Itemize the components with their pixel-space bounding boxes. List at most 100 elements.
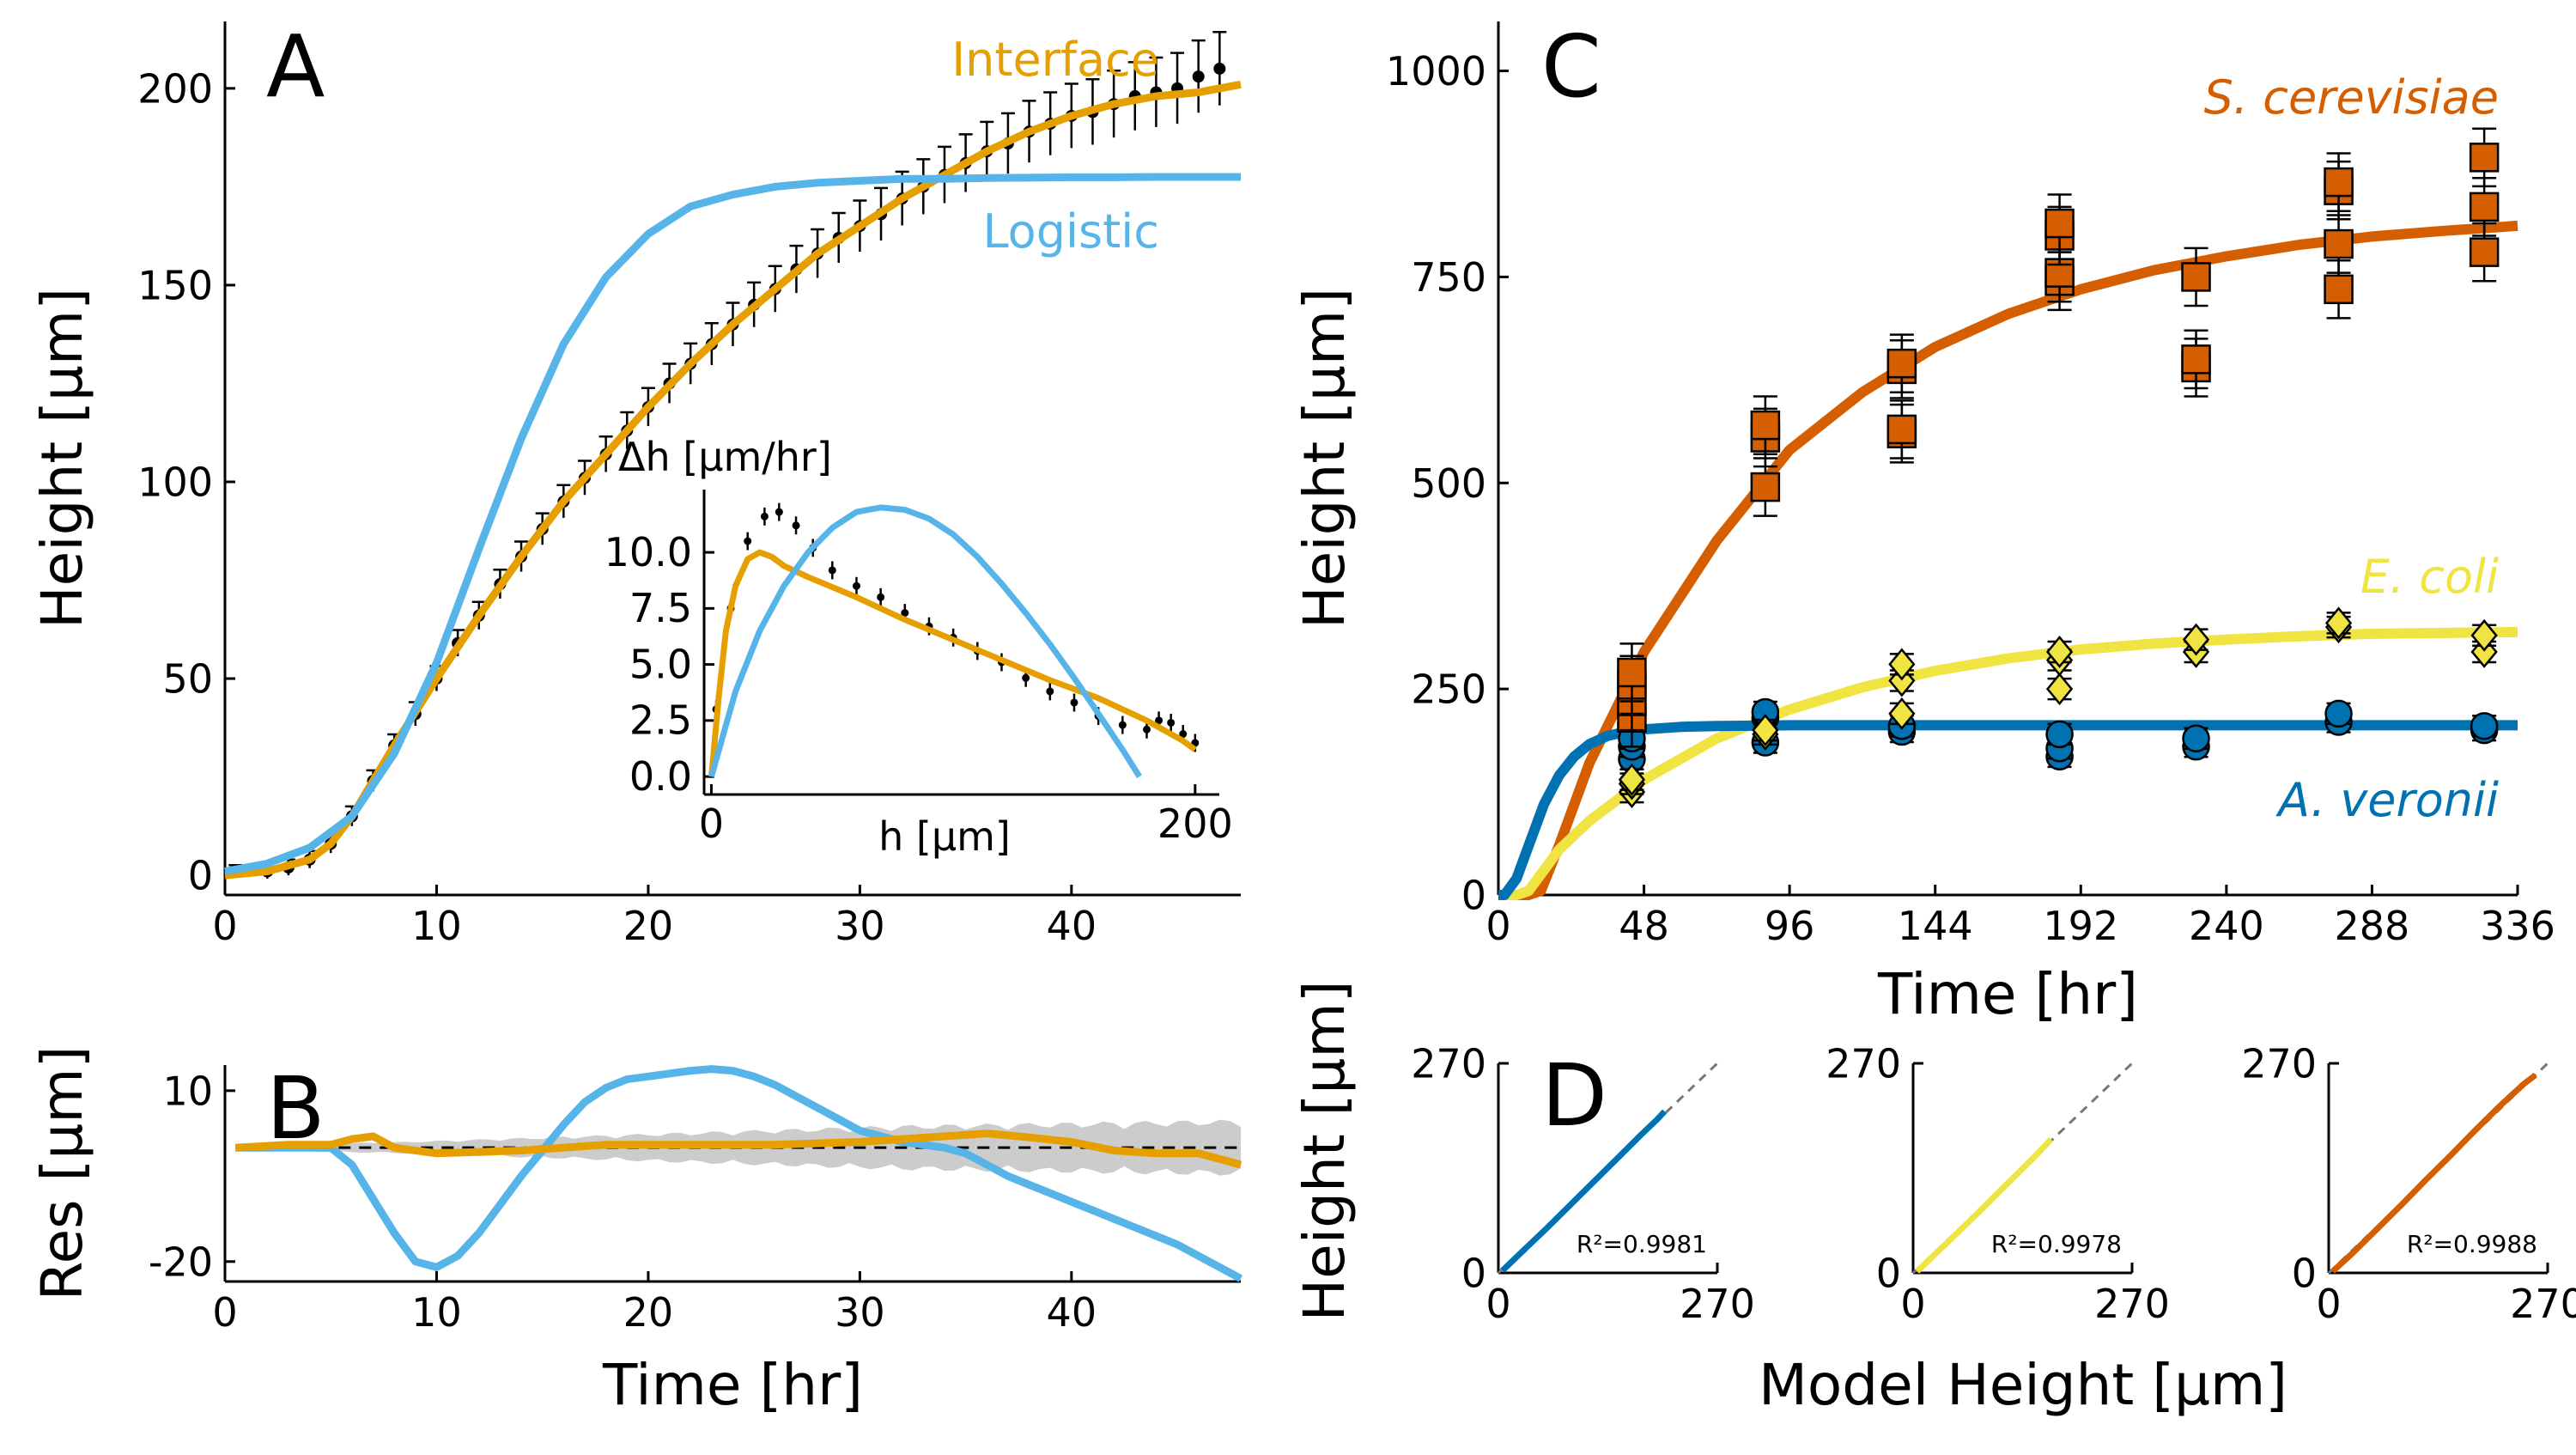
data-point [1022, 673, 1030, 682]
data-point [901, 609, 909, 618]
panel-a-inset: 0 200 0.0 2.5 5.0 7.5 10.0 Δh [μm/hr] h [μm] [605, 434, 1233, 860]
data-point-square [2181, 344, 2211, 374]
data-point [1213, 62, 1226, 75]
x-tick-label: 48 [1619, 903, 1669, 949]
x-tick-label: 270 [2094, 1281, 2170, 1327]
y-axis-label: Height [μm] [1291, 288, 1358, 629]
data-point [828, 566, 836, 575]
x-tick-label: 30 [835, 1289, 885, 1336]
x-tick-label: 0 [212, 903, 237, 949]
y-tick-label: 200 [137, 65, 213, 112]
data-point-diamond [1752, 714, 1779, 747]
x-tick-label: 0 [1485, 903, 1510, 949]
data-point [1192, 70, 1205, 83]
y-tick-label: 50 [162, 656, 213, 703]
data-point-diamond [2324, 606, 2353, 640]
x-tick-label: 0 [1900, 1281, 1925, 1327]
x-axis-label: Model Height [μm] [1759, 1352, 2287, 1418]
y-tick-label: 0 [188, 853, 213, 899]
data-point-diamond [2045, 636, 2074, 668]
x-tick-label: 240 [2189, 903, 2264, 949]
y-tick-label: 250 [1411, 667, 1486, 713]
panel-letter: C [1541, 16, 1601, 117]
y-tick-label: 10 [162, 1068, 213, 1114]
x-tick-label: 20 [623, 1289, 674, 1336]
data-point-diamond [2470, 618, 2498, 652]
y-tick-label: 0 [1876, 1251, 1901, 1297]
x-tick-label: 40 [1047, 903, 1097, 949]
data-point-diamond [1888, 664, 1916, 697]
panel-d-subplot: 0 270 0 270 R²=0.9988 [2241, 1041, 2576, 1327]
inset-line-logistic [708, 504, 1142, 778]
residual-line-logistic [235, 1065, 1243, 1282]
y-tick-label: 150 [137, 262, 213, 308]
data-point-square [2469, 143, 2500, 173]
y-tick-label: 270 [1826, 1041, 1901, 1087]
x-tick-label: 30 [835, 903, 885, 949]
data-point [852, 581, 860, 590]
series-line-logistic [224, 173, 1241, 875]
x-tick-label: 270 [1680, 1281, 1755, 1327]
data-point-square [2469, 237, 2500, 267]
data-point [792, 521, 800, 530]
panel-d-subplot: 0 270 0 270 R²=0.9981 [1411, 1041, 1755, 1327]
x-tick-label: 0 [212, 1289, 237, 1336]
data-point-square [1750, 410, 1781, 441]
data-point-square [1886, 348, 1917, 379]
data-point-circle [2045, 720, 2074, 749]
data-point [1046, 687, 1054, 696]
data-point [1167, 718, 1176, 727]
panel-d-subplot: 0 270 0 270 R²=0.9978 [1826, 1041, 2170, 1327]
y-tick-label: 0 [1461, 873, 1486, 919]
data-point [744, 537, 752, 545]
data-point-circle [2324, 699, 2353, 728]
panel-b: 0 10 20 30 40 10 -20 Res [μm] Time [hr] B [29, 1046, 1243, 1418]
y-tick-label: 100 [137, 460, 213, 506]
inset-x-label: h [μm] [878, 813, 1011, 860]
x-tick-label: 40 [1047, 1289, 1097, 1336]
y-tick-label: -20 [149, 1239, 213, 1285]
data-point-diamond [1888, 648, 1916, 681]
x-tick-label: 192 [2043, 903, 2118, 949]
data-point-square [2181, 262, 2211, 292]
r-squared-label: R²=0.9981 [1577, 1230, 1707, 1258]
y-tick-label: 270 [2241, 1041, 2317, 1087]
data-point [877, 593, 885, 601]
data-point-square [2324, 167, 2354, 198]
label-a-veronii: A. veronii [2275, 773, 2499, 827]
x-tick-label: 0 [2316, 1281, 2341, 1327]
panel-letter: D [1541, 1045, 1607, 1146]
x-tick-label: 144 [1898, 903, 1973, 949]
qq-line [1500, 1109, 1668, 1273]
data-point-diamond [1618, 763, 1646, 796]
x-tick-label: 0 [1485, 1281, 1510, 1327]
label-e-coli: E. coli [2360, 550, 2499, 604]
data-point-circle [2182, 724, 2210, 752]
y-tick-label: 10.0 [605, 529, 692, 575]
data-point-square [1886, 414, 1917, 445]
panel-d: 0 270 0 270 R²=0.9981 0 270 0 270 R²=0.9978 0 270 0 2… [1291, 981, 2576, 1418]
data-point [1179, 730, 1188, 739]
y-tick-label: 7.5 [629, 585, 692, 631]
data-point-diamond [2045, 673, 2074, 706]
y-axis-label: Height [μm] [29, 288, 95, 629]
data-point-diamond [2182, 623, 2210, 656]
x-tick-label: 336 [2480, 903, 2555, 949]
data-point-square [2044, 208, 2075, 239]
data-point-square [1617, 657, 1647, 688]
fit-line-diamond [1498, 626, 2518, 900]
data-point [1142, 725, 1151, 734]
inset-y-label: Δh [μm/hr] [618, 434, 832, 480]
data-point-square [2469, 192, 2500, 222]
data-point [1118, 721, 1127, 729]
y-tick-label: 0 [1461, 1251, 1486, 1297]
y-tick-label: 5.0 [629, 641, 692, 687]
x-tick-label: 0 [699, 801, 724, 847]
x-tick-label: 96 [1765, 903, 1815, 949]
panel-c: 0 48 96 144 192 240 288 336 0 250 500 750 1000 Height… [1291, 16, 2555, 1027]
x-axis-label: Time [hr] [1877, 961, 2138, 1027]
data-point [760, 512, 769, 521]
data-point-circle [2470, 712, 2499, 740]
y-axis-label: Height [μm] [1291, 981, 1358, 1322]
